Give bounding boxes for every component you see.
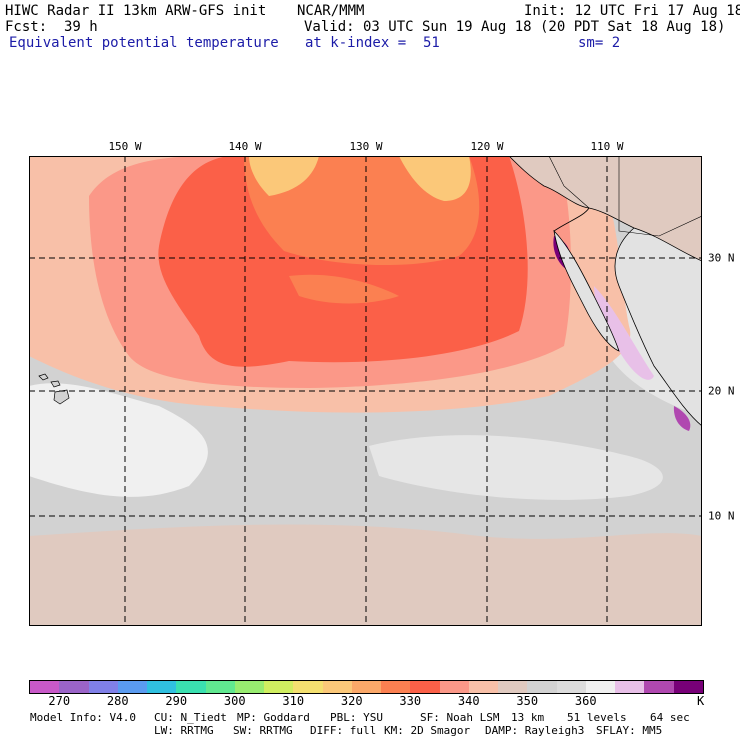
lilac-baja bbox=[594, 286, 654, 380]
colorbar-swatch bbox=[527, 681, 557, 693]
colorbar-unit: K bbox=[697, 694, 705, 708]
footer-cu: CU: N_Tiedt bbox=[154, 711, 227, 724]
map-frame bbox=[29, 156, 702, 626]
baja-peninsula bbox=[553, 229, 620, 352]
lat-label-20n: 20 N bbox=[708, 384, 735, 398]
island-kauai bbox=[38, 373, 49, 381]
colorbar-swatch bbox=[176, 681, 206, 693]
lat-label-30n: 30 N bbox=[708, 251, 735, 265]
colorbar-swatch bbox=[88, 681, 118, 693]
fcst-label: Fcst: bbox=[5, 19, 48, 35]
colorbar-swatch bbox=[30, 681, 60, 693]
colorbar-swatch bbox=[351, 681, 381, 693]
coastline-mexico bbox=[614, 227, 702, 427]
footer-pbl: PBL: YSU bbox=[330, 711, 383, 724]
valid-time: Valid: 03 UTC Sun 19 Aug 18 (20 PDT Sat … bbox=[304, 19, 726, 35]
coastline-ca bbox=[553, 207, 590, 232]
colorbar bbox=[29, 680, 704, 694]
land-north bbox=[509, 156, 702, 261]
colorbar-swatch bbox=[234, 681, 264, 693]
white-patch-center bbox=[369, 435, 663, 500]
colorbar-swatch bbox=[673, 681, 703, 693]
init-time: Init: 12 UTC Fri 17 Aug 18 bbox=[524, 3, 740, 19]
footer-resolution: 13 km bbox=[511, 711, 545, 724]
island-hawaii bbox=[53, 389, 70, 405]
lat-label-10n: 10 N bbox=[708, 509, 735, 523]
lightorange-north-west bbox=[249, 156, 319, 196]
purple-mexico-south bbox=[673, 406, 691, 431]
white-patch-west bbox=[29, 383, 208, 497]
fcst-value: 39 h bbox=[64, 19, 98, 35]
footer-timestep: 64 sec bbox=[650, 711, 690, 724]
colorbar-swatch bbox=[117, 681, 147, 693]
land-mexico bbox=[614, 228, 702, 426]
colorbar-swatch bbox=[615, 681, 645, 693]
colorbar-tick-label: 360 bbox=[574, 694, 597, 708]
colorbar-tick-label: 320 bbox=[340, 694, 363, 708]
coastline-north bbox=[508, 156, 702, 262]
colorbar-swatch bbox=[585, 681, 615, 693]
footer-mp: MP: Goddard bbox=[237, 711, 310, 724]
colorbar-swatch bbox=[644, 681, 674, 693]
colorbar-tick-label: 350 bbox=[516, 694, 539, 708]
footer-sw: SW: RRTMG bbox=[233, 724, 293, 737]
colorbar-swatch bbox=[381, 681, 411, 693]
lightorange-north-east bbox=[399, 156, 471, 201]
lon-label-120w: 120 W bbox=[470, 140, 504, 153]
colorbar-swatch bbox=[293, 681, 323, 693]
colorbar-swatch bbox=[147, 681, 177, 693]
colorbar-tick-label: 300 bbox=[223, 694, 246, 708]
field-name: Equivalent potential temperature bbox=[9, 35, 279, 51]
footer-model-info: Model Info: V4.0 bbox=[30, 711, 136, 724]
state-border-2 bbox=[618, 156, 702, 237]
lon-label-130w: 130 W bbox=[349, 140, 383, 153]
state-border-1 bbox=[548, 156, 590, 209]
colorbar-swatch bbox=[439, 681, 469, 693]
orange-patch bbox=[289, 274, 399, 304]
colorbar-tick-label: 290 bbox=[165, 694, 188, 708]
footer-levels: 51 levels bbox=[567, 711, 627, 724]
colorbar-swatch bbox=[498, 681, 528, 693]
model-title: HIWC Radar II 13km ARW-GFS init bbox=[5, 3, 267, 19]
lon-label-110w: 110 W bbox=[590, 140, 624, 153]
colorbar-swatch bbox=[59, 681, 89, 693]
colorbar-swatch bbox=[264, 681, 294, 693]
lon-label-140w: 140 W bbox=[228, 140, 262, 153]
colorbar-swatch bbox=[556, 681, 586, 693]
colorbar-tick-label: 330 bbox=[399, 694, 422, 708]
colorbar-tick-label: 280 bbox=[106, 694, 129, 708]
footer-damp: DAMP: Rayleigh3 bbox=[485, 724, 585, 737]
footer-diff: DIFF: full bbox=[310, 724, 377, 737]
colorbar-tick-label: 340 bbox=[457, 694, 480, 708]
smooth-label: sm= 2 bbox=[578, 35, 621, 51]
level-label: at k-index = 51 bbox=[305, 35, 440, 51]
graticule bbox=[29, 156, 702, 626]
island-oahu bbox=[50, 380, 61, 388]
colorbar-swatch bbox=[322, 681, 352, 693]
colorbar-swatch bbox=[410, 681, 440, 693]
colorbar-tick-label: 310 bbox=[282, 694, 305, 708]
footer-lw: LW: RRTMG bbox=[154, 724, 214, 737]
lon-label-150w: 150 W bbox=[108, 140, 142, 153]
south-band bbox=[29, 524, 702, 626]
footer-km: KM: 2D Smagor bbox=[384, 724, 471, 737]
footer-sflay: SFLAY: MM5 bbox=[596, 724, 663, 737]
colorbar-swatch bbox=[205, 681, 235, 693]
org-label: NCAR/MMM bbox=[297, 3, 365, 19]
colorbar-tick-label: 270 bbox=[48, 694, 71, 708]
footer-sf: SF: Noah LSM bbox=[420, 711, 500, 724]
theta-e-map bbox=[29, 156, 702, 626]
colorbar-swatch bbox=[468, 681, 498, 693]
